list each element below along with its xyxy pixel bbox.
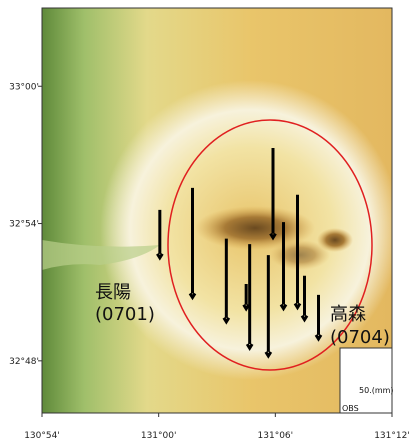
x-tick-label: 131°12' (374, 431, 410, 441)
x-tick-label: 131°06' (258, 431, 294, 441)
place-name: 長陽 (95, 282, 131, 303)
x-tick-label: 131°00' (141, 431, 177, 441)
map: 長陽 (0701) 高森 (0704) 50.(mm) OBS 130°54' 1… (0, 0, 414, 445)
place-code: (0701) (95, 304, 155, 325)
place-name: 高森 (330, 304, 366, 325)
place-code: (0704) (330, 327, 390, 348)
y-tick-label: 33°00' (9, 82, 39, 92)
legend-caption: OBS (342, 404, 359, 413)
legend-label: 50.(mm) (359, 386, 394, 395)
y-tick-label: 32°54' (9, 220, 39, 230)
x-tick-label: 130°54' (24, 431, 60, 441)
y-tick-label: 32°48' (9, 357, 39, 367)
